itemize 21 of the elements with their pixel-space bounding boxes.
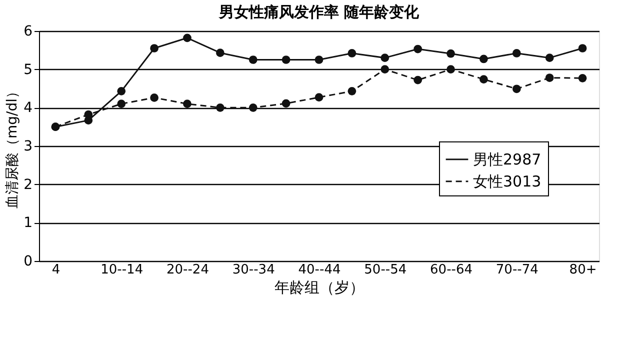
y-tick-label: 5 — [24, 62, 32, 78]
y-tick-label: 6 — [24, 24, 33, 40]
legend-label: 女性3013 — [473, 172, 542, 190]
x-axis-title: 年龄组（岁） — [274, 278, 364, 296]
x-tick-label: 50--54 — [364, 262, 407, 278]
x-tick-label: 80+ — [569, 262, 597, 278]
y-axis-title: 血清尿酸（mg/dl） — [4, 84, 21, 209]
y-tick-label: 2 — [24, 176, 32, 193]
y-tick-label: 4 — [24, 100, 33, 116]
x-tick-label: 30--34 — [232, 262, 275, 278]
y-tick-label: 3 — [24, 138, 32, 154]
x-tick-label: 20--24 — [166, 262, 209, 278]
x-tick-label: 4 — [52, 262, 60, 278]
y-tick-label: 1 — [24, 215, 32, 232]
legend-label: 男性2987 — [473, 150, 542, 168]
y-tick-label: 0 — [24, 254, 32, 270]
x-tick-label: 10--14 — [100, 262, 144, 278]
chart-title: 男女性痛风发作率 随年龄变化 — [218, 3, 420, 21]
x-tick-label: 40--44 — [298, 262, 341, 278]
x-tick-label: 60--64 — [430, 262, 472, 278]
x-tick-label: 70--74 — [496, 262, 538, 278]
